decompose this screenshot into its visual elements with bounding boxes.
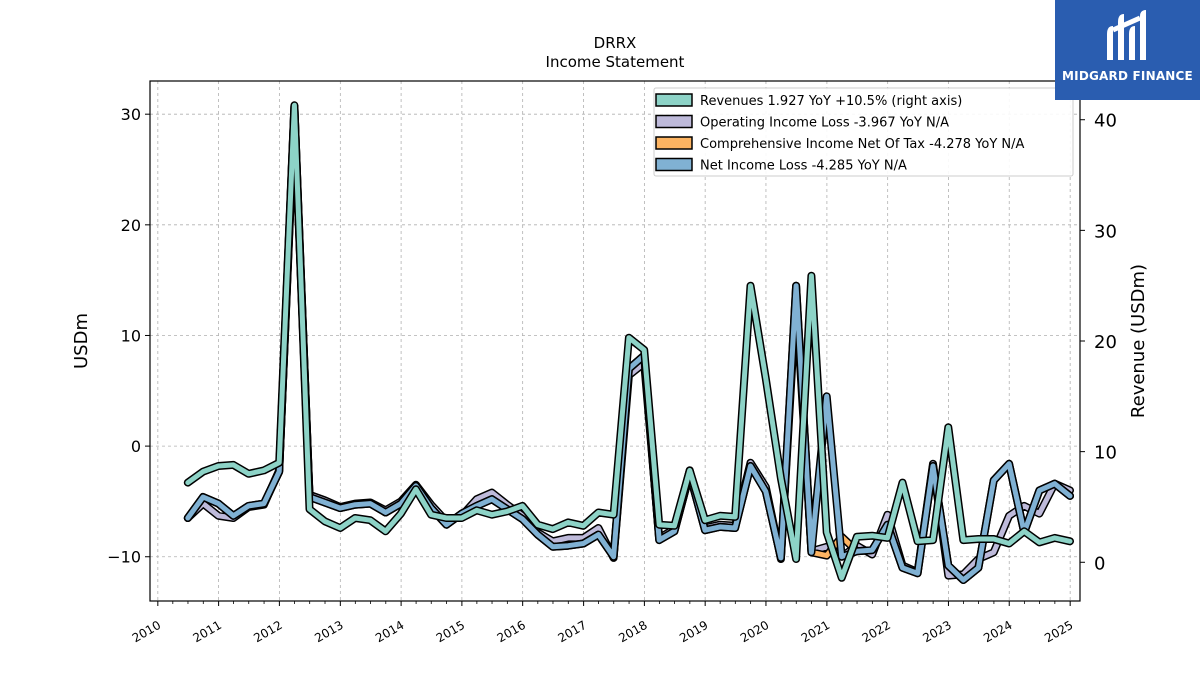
y-axis-label-right: Revenue (USDm) <box>1128 264 1149 418</box>
y-tick-label: 30 <box>121 105 141 124</box>
y-right-tick-label: 0 <box>1094 553 1105 574</box>
legend-label: Revenues 1.927 YoY +10.5% (right axis) <box>700 94 962 109</box>
legend-swatch <box>655 93 693 107</box>
x-tick-label: 2017 <box>556 618 589 645</box>
x-tick-label: 2011 <box>191 618 224 645</box>
y-right-tick-label: 30 <box>1094 221 1117 242</box>
x-tick-label: 2020 <box>738 618 771 645</box>
axes: 2010 2011 2012 2013 2014 2015 2016 2017 2018 2019… <box>107 105 1117 645</box>
legend-item: Operating Income Loss -3.967 YoY N/A <box>655 114 949 131</box>
legend-label: Operating Income Loss -3.967 YoY N/A <box>700 116 949 131</box>
x-tick-label: 2021 <box>799 618 832 645</box>
x-tick-label: 2023 <box>920 618 953 645</box>
legend-item: Comprehensive Income Net Of Tax -4.278 Y… <box>655 136 1025 152</box>
x-tick-label: 2015 <box>434 618 467 645</box>
legend-box <box>653 87 1074 177</box>
x-tick-label: 2022 <box>860 618 893 645</box>
legend-item: Revenues 1.927 YoY +10.5% (right axis) <box>655 93 962 109</box>
y-right-tick-label: 40 <box>1094 111 1117 132</box>
logo-text: MIDGARD FINANCE <box>1062 69 1193 83</box>
x-tick-label: 2019 <box>677 618 710 645</box>
legend-swatch <box>655 136 693 150</box>
x-tick-label: 2012 <box>251 618 284 645</box>
x-tick-label: 2014 <box>373 618 406 645</box>
legend-label: Net Income Loss -4.285 YoY N/A <box>700 159 907 174</box>
x-tick-label: 2016 <box>495 618 528 645</box>
legend: Revenues 1.927 YoY +10.5% (right axis) Op… <box>653 87 1074 177</box>
legend-item: Net Income Loss -4.285 YoY N/A <box>655 157 907 174</box>
legend-swatch <box>655 114 693 129</box>
y-axis-label: USDm <box>71 313 92 369</box>
x-tick-label: 2024 <box>981 618 1014 645</box>
y-tick-label: −10 <box>107 548 141 567</box>
x-tick-label: 2025 <box>1042 618 1075 645</box>
y-tick-label: 20 <box>121 216 141 235</box>
legend-label: Comprehensive Income Net Of Tax -4.278 Y… <box>700 137 1025 152</box>
series-layer <box>183 101 1074 584</box>
logo-mark-icon <box>1107 10 1146 60</box>
series-0 <box>183 101 1074 582</box>
chart-title: DRRX <box>594 34 637 52</box>
x-tick-label: 2018 <box>616 618 649 645</box>
series-line <box>185 102 1073 581</box>
x-tick-label: 2013 <box>312 618 345 645</box>
x-tick-label: 2010 <box>130 618 163 645</box>
y-tick-label: 10 <box>121 326 141 345</box>
y-tick-label: 0 <box>131 437 141 456</box>
legend-swatch <box>655 157 693 172</box>
y-right-tick-label: 20 <box>1094 332 1117 353</box>
y-right-tick-label: 10 <box>1094 443 1117 464</box>
logo: MIDGARD FINANCE <box>1055 0 1200 100</box>
chart-subtitle: Income Statement <box>546 53 685 71</box>
